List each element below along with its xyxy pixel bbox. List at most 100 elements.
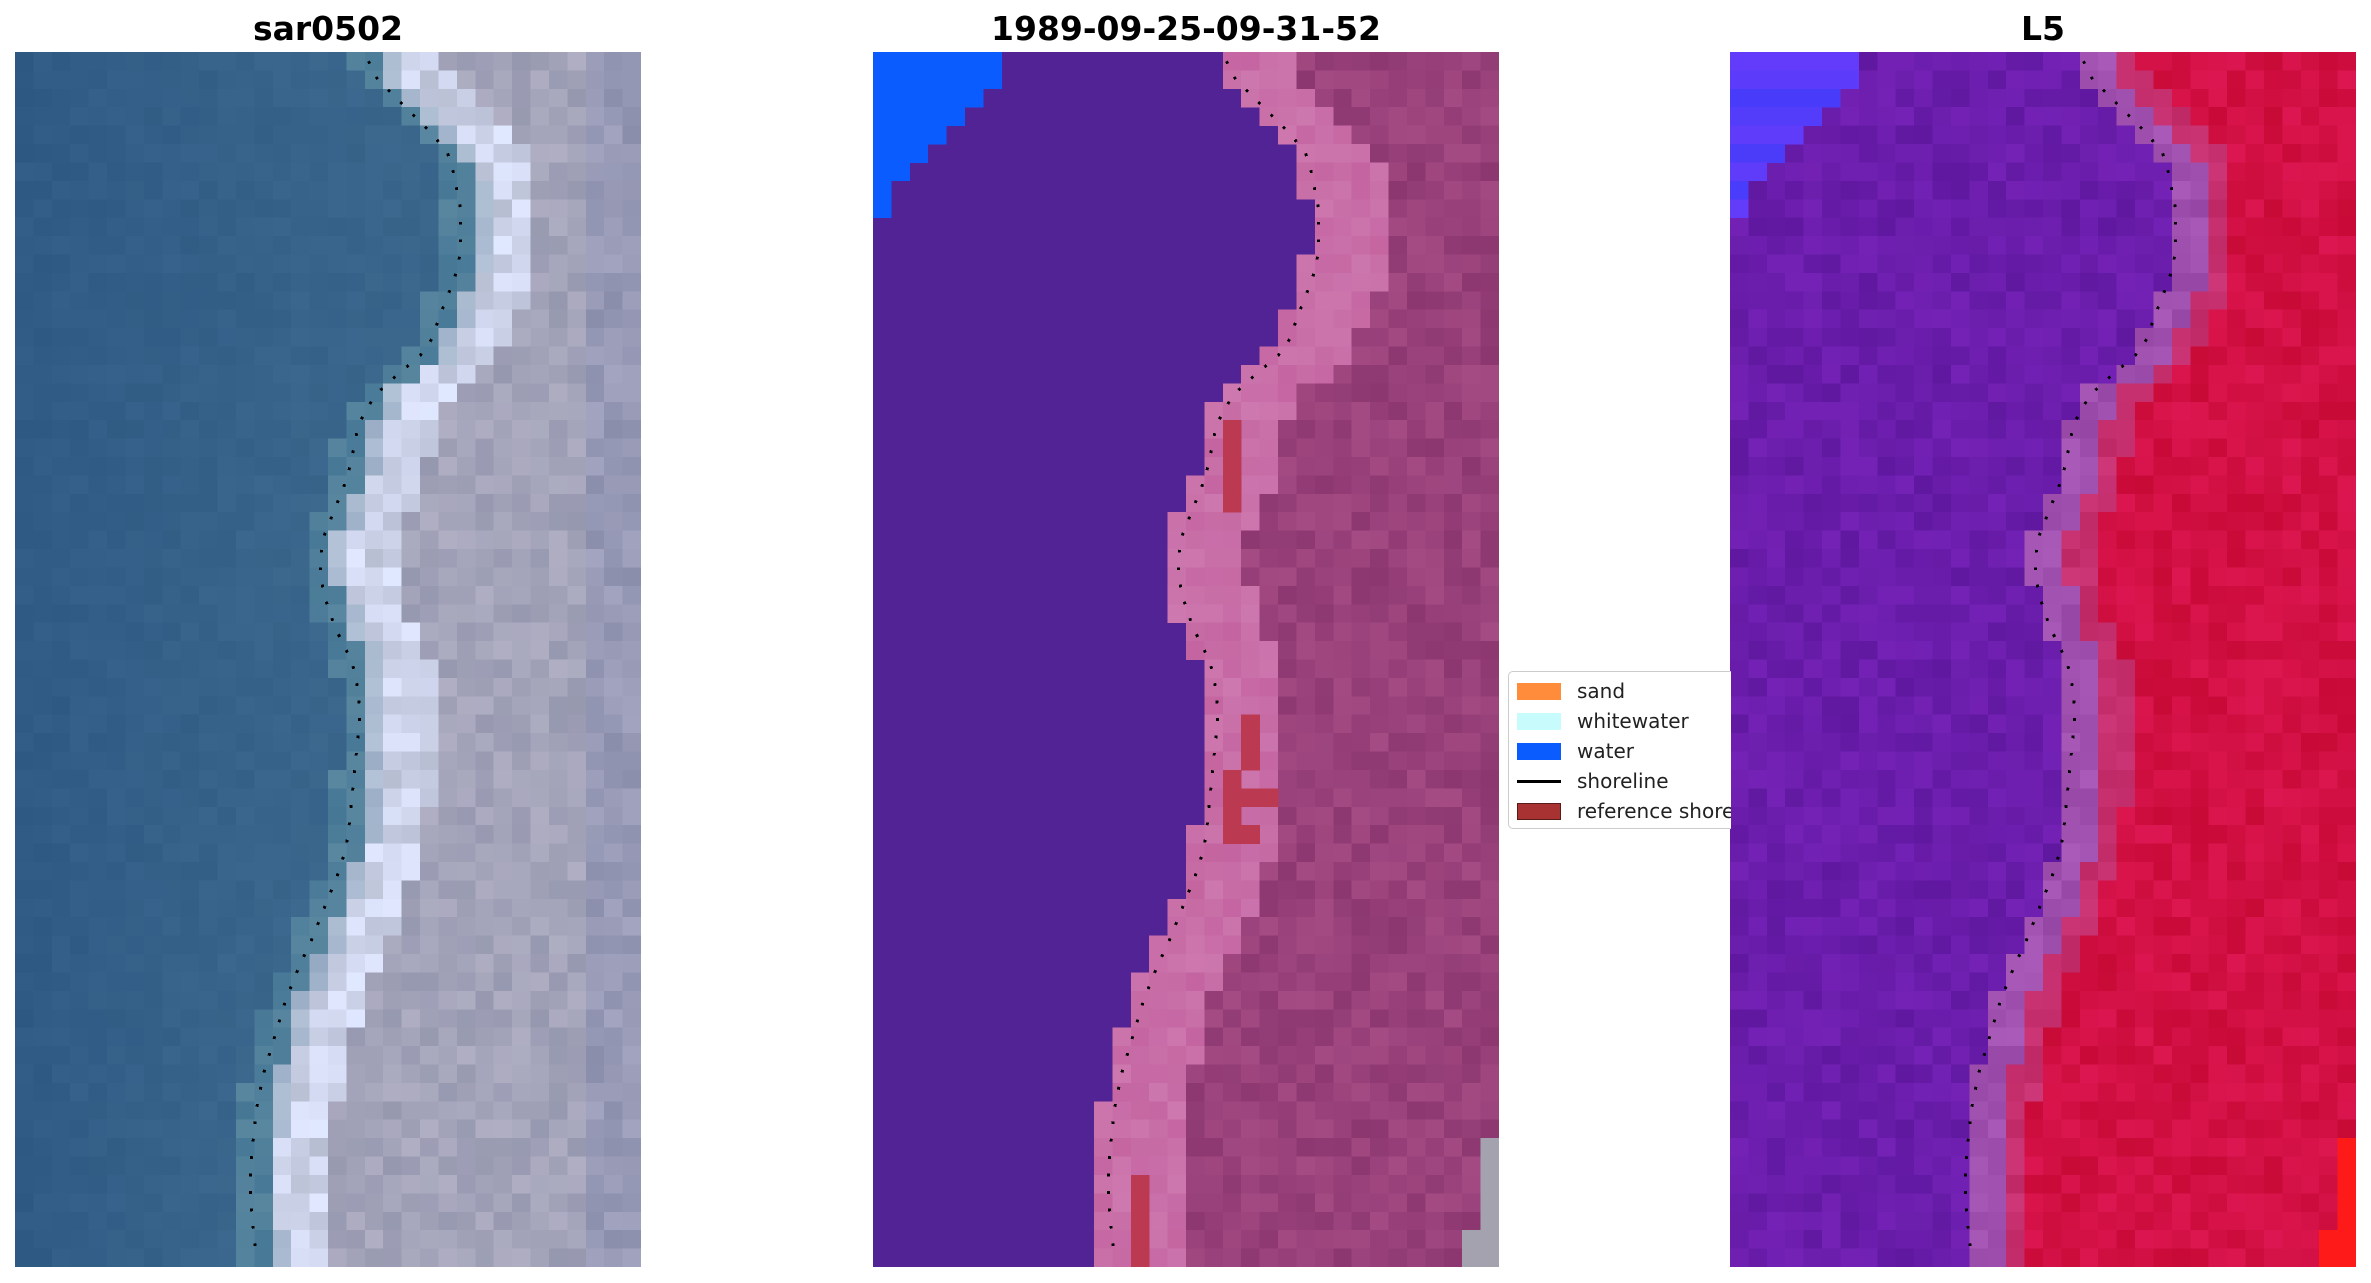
land-class-cell xyxy=(1296,659,1316,679)
index-cell xyxy=(2043,549,2062,568)
land-class-cell xyxy=(1443,272,1463,292)
land-class-cell xyxy=(1333,70,1353,90)
land-class-cell xyxy=(1406,162,1426,182)
index-cell xyxy=(1914,825,1933,844)
index-cell xyxy=(1803,420,1823,439)
index-cell xyxy=(2337,162,2356,182)
land-class-cell xyxy=(1351,199,1371,219)
pixel-cell xyxy=(604,420,623,439)
index-cell xyxy=(2135,144,2154,163)
pixel-cell xyxy=(33,1211,53,1231)
pixel-cell xyxy=(604,1009,623,1029)
index-cell xyxy=(2006,806,2025,826)
pixel-cell xyxy=(456,254,476,274)
land-class-cell xyxy=(1333,1046,1353,1065)
pixel-cell xyxy=(125,1027,145,1047)
pixel-cell xyxy=(291,346,310,366)
pixel-cell xyxy=(70,622,90,642)
index-cell xyxy=(2043,420,2062,439)
land-class-cell xyxy=(1425,1211,1445,1231)
land-class-cell xyxy=(1370,990,1389,1010)
index-cell xyxy=(1822,364,1841,384)
index-cell xyxy=(2208,677,2228,697)
land-class-cell xyxy=(1425,401,1445,421)
index-cell xyxy=(2245,236,2265,255)
land-class-cell xyxy=(1351,843,1371,863)
pixel-cell xyxy=(33,954,53,973)
index-cell xyxy=(2061,604,2081,624)
pixel-cell xyxy=(438,236,458,255)
pixel-cell xyxy=(622,383,641,403)
pixel-cell xyxy=(217,1009,237,1029)
index-cell xyxy=(2171,604,2191,624)
index-cell xyxy=(2006,52,2025,71)
pixel-cell xyxy=(512,1230,531,1249)
pixel-cell xyxy=(180,1009,200,1029)
land-class-cell xyxy=(1186,1138,1205,1157)
index-cell xyxy=(1932,438,1952,458)
pixel-cell xyxy=(254,1248,274,1267)
pixel-cell xyxy=(328,567,347,587)
index-cell xyxy=(2227,88,2246,108)
pixel-cell xyxy=(420,585,439,605)
index-cell xyxy=(2319,806,2338,826)
pixel-cell xyxy=(199,880,218,900)
pixel-cell xyxy=(217,420,237,439)
pixel-cell xyxy=(585,733,605,752)
reference-shoreline-cell xyxy=(1222,475,1242,495)
pixel-cell xyxy=(567,1082,587,1102)
pixel-cell xyxy=(493,162,513,182)
index-cell xyxy=(2263,217,2283,237)
pixel-cell xyxy=(70,512,90,532)
index-cell xyxy=(1950,769,1970,789)
land-class-cell xyxy=(1480,254,1499,274)
index-cell xyxy=(1987,659,2007,679)
pixel-cell xyxy=(438,1119,458,1139)
index-cell xyxy=(2300,438,2320,458)
pixel-cell xyxy=(33,420,53,439)
index-cell xyxy=(1785,328,1805,347)
index-cell xyxy=(2006,254,2025,274)
pixel-cell xyxy=(309,549,329,568)
land-class-cell xyxy=(1314,898,1334,918)
pixel-cell xyxy=(309,1064,329,1084)
land-class-cell xyxy=(1130,1027,1150,1047)
land-class-cell xyxy=(1388,788,1408,808)
land-class-cell xyxy=(1314,825,1334,844)
pixel-cell xyxy=(272,88,292,108)
pixel-cell xyxy=(548,677,568,697)
pixel-cell xyxy=(512,641,531,660)
land-class-cell xyxy=(1480,567,1499,587)
pixel-cell xyxy=(33,862,53,881)
index-cell xyxy=(2116,346,2136,366)
index-cell xyxy=(1858,585,1878,605)
pixel-cell xyxy=(622,567,641,587)
pixel-cell xyxy=(438,585,458,605)
index-cell xyxy=(2208,217,2228,237)
pixel-cell xyxy=(125,52,145,71)
index-cell xyxy=(1803,475,1823,495)
pixel-cell xyxy=(438,199,458,219)
index-cell xyxy=(2061,52,2081,71)
index-cell xyxy=(2153,604,2173,624)
pixel-cell xyxy=(475,825,495,844)
pixel-cell xyxy=(125,806,145,826)
pixel-cell xyxy=(162,236,182,255)
index-cell xyxy=(2006,659,2025,679)
pixel-cell xyxy=(125,272,145,292)
index-cell xyxy=(1822,769,1841,789)
pixel-cell xyxy=(272,52,292,71)
index-cell xyxy=(1895,714,1915,734)
land-class-cell xyxy=(1480,236,1499,255)
index-cell xyxy=(1950,806,1970,826)
index-cell xyxy=(2245,144,2265,163)
pixel-cell xyxy=(420,475,439,495)
pixel-cell xyxy=(438,254,458,274)
index-cell xyxy=(1895,549,1915,568)
index-cell xyxy=(2006,107,2025,127)
land-class-cell xyxy=(1093,1156,1113,1176)
pixel-cell xyxy=(475,88,495,108)
pixel-cell xyxy=(383,990,403,1010)
pixel-cell xyxy=(604,309,623,329)
pixel-cell xyxy=(51,125,71,145)
